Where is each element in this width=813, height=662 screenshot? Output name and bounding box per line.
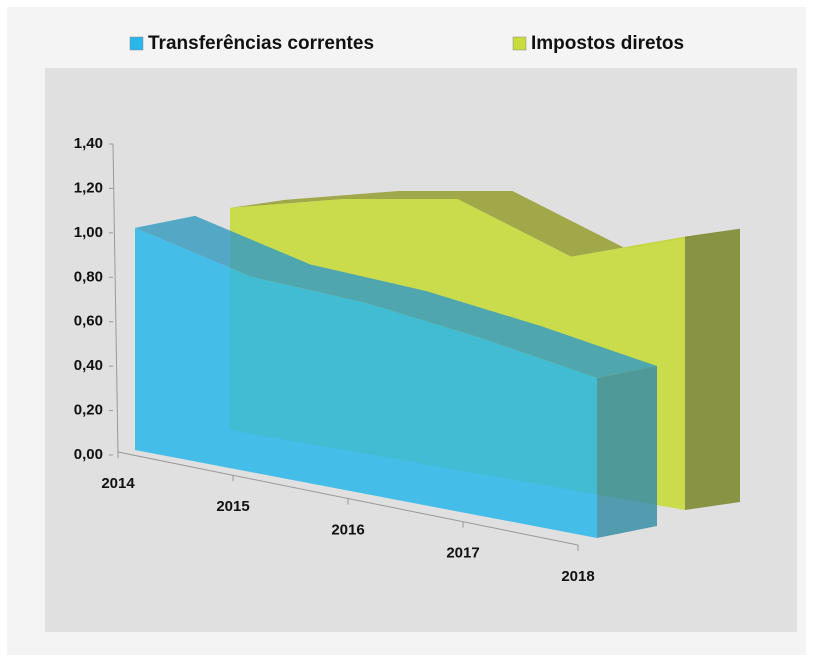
y-axis	[112, 143, 119, 456]
legend-label: Transferências correntes	[148, 33, 374, 54]
area	[135, 227, 597, 538]
legend-label: Impostos diretos	[531, 33, 684, 54]
area-side	[685, 228, 740, 510]
y-tick-label: 0,00	[74, 446, 103, 463]
x-tick-label: 2016	[331, 521, 364, 538]
area-side	[597, 366, 657, 538]
y-tick-label: 0,80	[74, 268, 103, 285]
y-tick-label: 1,20	[74, 179, 103, 196]
y-tick-label: 0,60	[74, 313, 103, 330]
y-tick-label: 1,40	[74, 135, 103, 152]
x-tick-label: 2014	[101, 475, 135, 492]
y-tick-label: 0,40	[74, 357, 103, 374]
legend-swatch	[129, 36, 144, 51]
x-tick-label: 2017	[446, 545, 479, 562]
x-tick-label: 2018	[561, 568, 594, 585]
area-top	[135, 215, 657, 379]
legend-swatch	[512, 36, 527, 51]
x-tick-label: 2015	[216, 498, 249, 515]
y-tick-label: 0,20	[74, 402, 103, 419]
area-top	[230, 190, 740, 257]
y-tick-label: 1,00	[74, 224, 103, 241]
